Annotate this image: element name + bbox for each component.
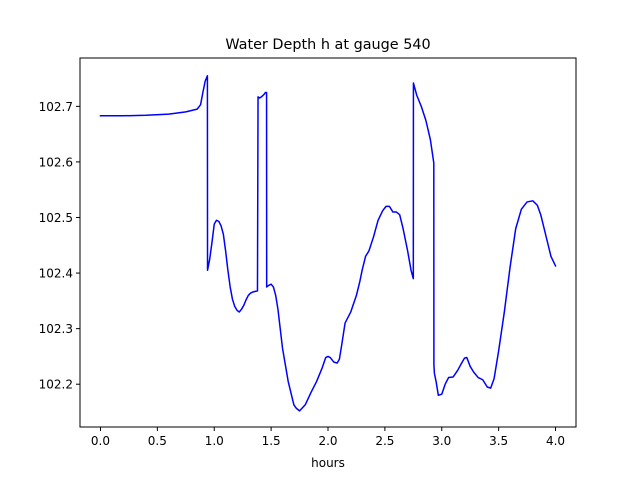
- x-tick-label: 4.0: [546, 434, 565, 448]
- y-tick-label: 102.3: [39, 322, 73, 336]
- x-tick-label: 3.5: [489, 434, 508, 448]
- y-tick-label: 102.2: [39, 378, 73, 392]
- chart-title: Water Depth h at gauge 540: [225, 37, 430, 53]
- y-tick-label: 102.5: [39, 211, 73, 225]
- y-axis: 102.2 102.3 102.4 102.5 102.6 102.7: [39, 100, 80, 392]
- plot-area: [99, 75, 557, 412]
- series-line: [99, 75, 557, 412]
- x-tick-label: 0.5: [148, 434, 167, 448]
- x-tick-label: 0.0: [91, 434, 110, 448]
- x-tick-label: 2.0: [318, 434, 337, 448]
- y-tick-label: 102.6: [39, 155, 73, 169]
- x-axis-title: hours: [311, 456, 345, 470]
- x-tick-label: 3.0: [432, 434, 451, 448]
- x-tick-label: 2.5: [375, 434, 394, 448]
- y-tick-label: 102.4: [39, 267, 73, 281]
- x-axis: 0.0 0.5 1.0 1.5 2.0 2.5 3.0 3.5 4.0: [91, 427, 565, 448]
- x-tick-label: 1.0: [205, 434, 224, 448]
- y-tick-label: 102.7: [39, 100, 73, 114]
- x-tick-label: 1.5: [262, 434, 281, 448]
